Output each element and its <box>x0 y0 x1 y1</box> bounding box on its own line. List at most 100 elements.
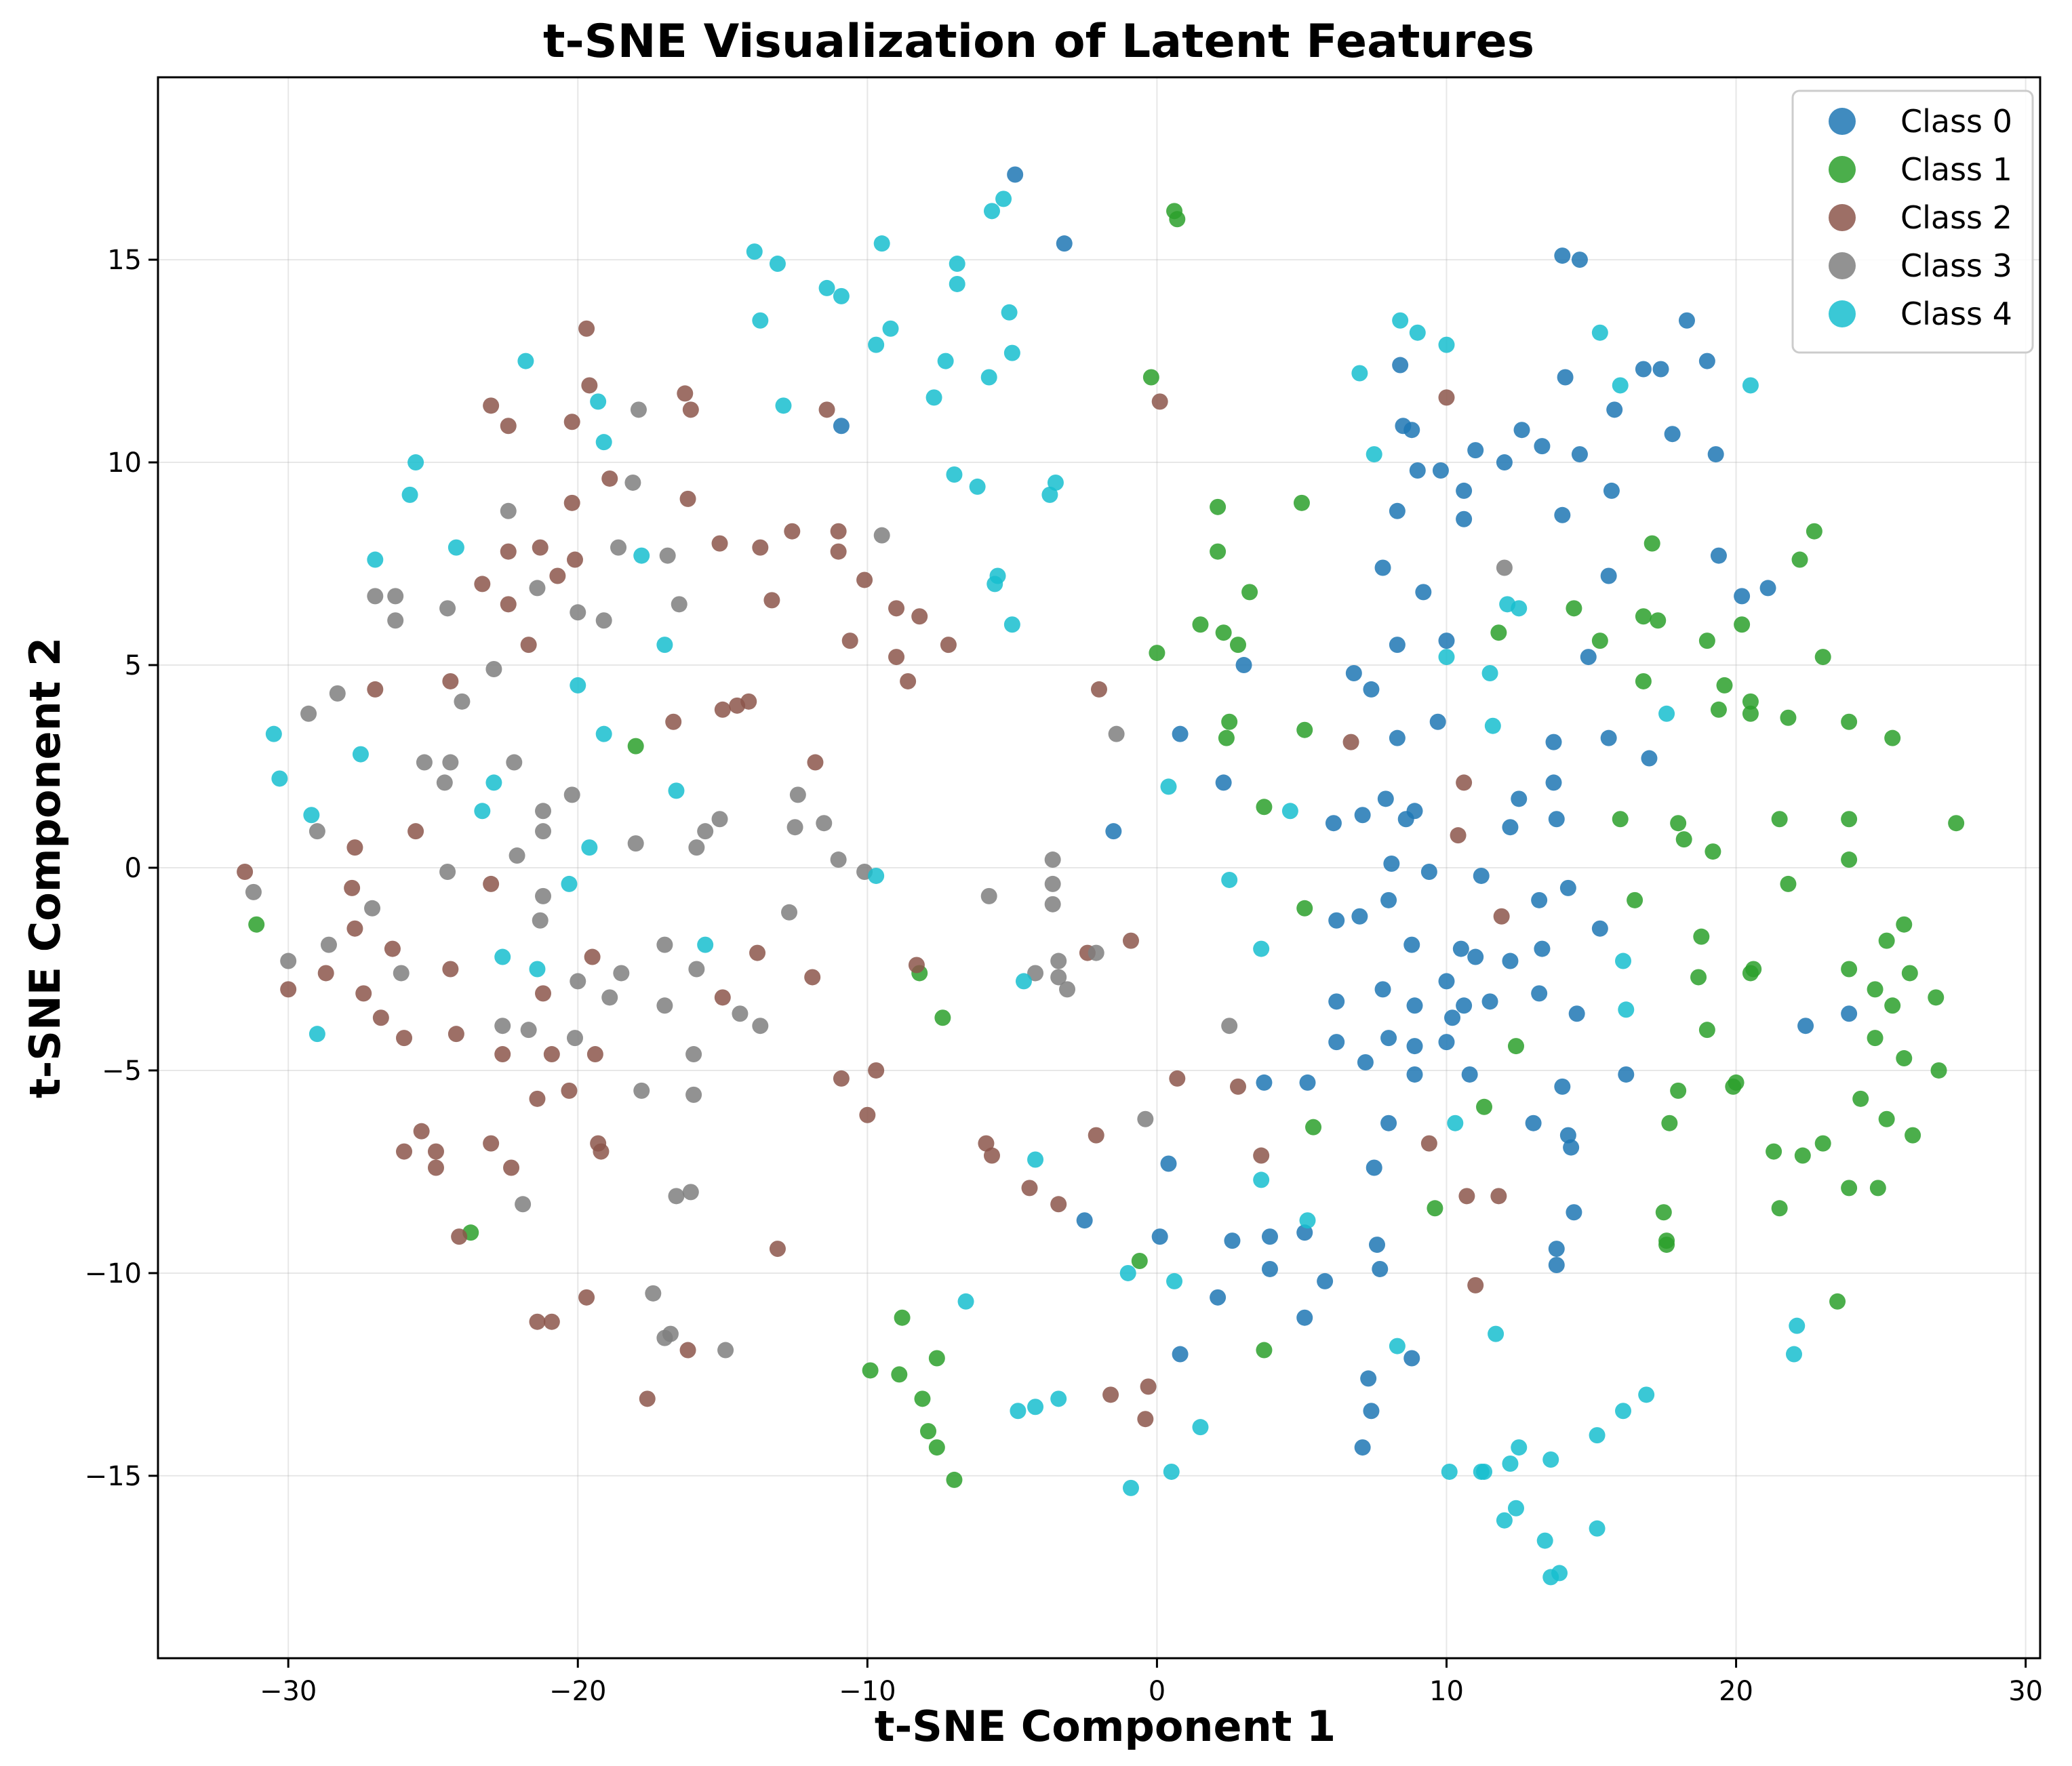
data-point <box>1088 944 1104 961</box>
data-point <box>1780 875 1797 892</box>
data-point <box>308 1026 325 1043</box>
data-point <box>346 839 363 856</box>
y-tick-label: 10 <box>107 447 142 479</box>
data-point <box>1438 336 1455 353</box>
data-point <box>1368 1237 1385 1253</box>
x-tick-label: 30 <box>2008 1676 2043 1707</box>
data-point <box>995 190 1012 207</box>
data-point <box>1734 588 1751 605</box>
data-point <box>1511 1439 1528 1456</box>
data-point <box>1447 1115 1464 1131</box>
data-point <box>1363 681 1380 698</box>
data-point <box>1780 709 1797 726</box>
data-point <box>1606 401 1623 418</box>
data-point <box>1050 952 1067 969</box>
data-point <box>1841 713 1858 730</box>
data-point <box>1551 1565 1568 1582</box>
data-point <box>1122 932 1139 949</box>
data-point <box>833 418 850 435</box>
data-point <box>1059 981 1076 998</box>
data-point <box>1496 1512 1513 1529</box>
data-point <box>1467 442 1484 459</box>
data-point <box>1363 1403 1380 1420</box>
data-point <box>1392 312 1409 329</box>
data-point <box>873 527 890 544</box>
data-point <box>1580 649 1597 666</box>
data-point <box>1841 851 1858 868</box>
data-point <box>818 401 835 418</box>
legend-marker <box>1829 252 1856 279</box>
data-point <box>1438 973 1455 990</box>
data-point <box>1137 1411 1154 1428</box>
data-point <box>561 875 578 892</box>
data-point <box>1557 369 1574 386</box>
data-point <box>308 823 325 840</box>
data-point <box>1389 1338 1406 1354</box>
data-point <box>891 1366 908 1383</box>
data-point <box>978 1135 995 1152</box>
data-point <box>1794 1147 1811 1164</box>
data-point <box>1357 1054 1374 1071</box>
data-point <box>1806 523 1822 540</box>
data-point <box>1693 928 1710 945</box>
data-point <box>1930 1062 1947 1079</box>
data-point <box>1256 1342 1273 1359</box>
data-point <box>746 243 763 260</box>
legend: Class 0 Class 1 Class 2 Class 3 Class 4 <box>1791 89 2034 354</box>
data-point <box>396 1143 413 1160</box>
data-point <box>1559 1127 1576 1144</box>
data-point <box>1548 1241 1565 1258</box>
data-point <box>1409 324 1426 341</box>
data-point <box>1852 1090 1869 1107</box>
data-point <box>248 916 265 933</box>
data-point <box>697 823 714 840</box>
data-point <box>613 965 630 982</box>
data-point <box>1380 1115 1397 1131</box>
data-point <box>1785 1346 1802 1363</box>
data-point <box>1427 1200 1443 1217</box>
x-tick-label: −30 <box>260 1676 317 1707</box>
data-point <box>714 701 731 718</box>
data-point <box>1044 896 1061 912</box>
data-point <box>1928 989 1945 1006</box>
data-point <box>364 900 381 917</box>
data-point <box>1525 1115 1542 1131</box>
data-point <box>1511 600 1528 617</box>
data-point <box>1869 1180 1886 1197</box>
data-point <box>1044 875 1061 892</box>
legend-marker <box>1829 108 1856 135</box>
data-point <box>1643 535 1660 552</box>
data-point <box>1566 1204 1582 1221</box>
data-point <box>1635 673 1652 689</box>
data-point <box>401 486 418 503</box>
data-point <box>1461 1066 1478 1083</box>
data-point <box>1710 701 1727 718</box>
data-point <box>500 418 517 435</box>
data-point <box>1296 900 1313 917</box>
legend-item: Class 2 <box>1829 199 2012 236</box>
data-point <box>1122 1479 1139 1496</box>
data-point <box>1151 1228 1168 1245</box>
x-axis-ticks: −30 −20 −10 0 10 20 30 <box>260 1658 2043 1707</box>
data-point <box>1299 1074 1316 1091</box>
data-point <box>1670 815 1687 832</box>
data-point <box>685 1046 702 1063</box>
y-tick-label: −10 <box>85 1258 142 1289</box>
data-point <box>1493 908 1510 925</box>
data-point <box>1655 1204 1672 1221</box>
data-point <box>1905 1127 1921 1144</box>
data-point <box>656 997 673 1014</box>
data-point <box>1797 1018 1814 1035</box>
data-point <box>1438 389 1455 406</box>
data-point <box>752 312 769 329</box>
data-point <box>436 774 453 791</box>
data-point <box>937 353 954 369</box>
data-point <box>1360 1370 1377 1387</box>
data-point <box>1354 1439 1371 1456</box>
data-point <box>1476 1098 1493 1115</box>
data-point <box>509 847 525 864</box>
data-point <box>1591 633 1608 649</box>
data-point <box>1473 867 1490 884</box>
data-point <box>566 551 583 568</box>
data-point <box>483 1135 500 1152</box>
